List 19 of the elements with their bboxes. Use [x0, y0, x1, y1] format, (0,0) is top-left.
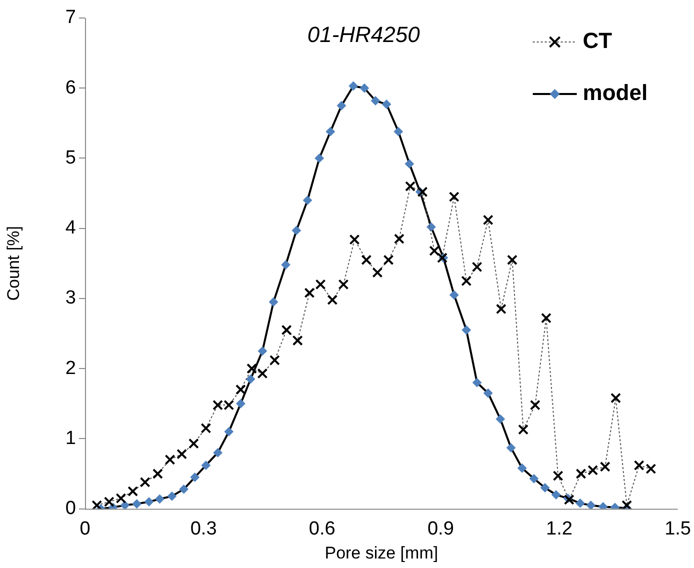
y-tick-label: 7	[65, 7, 76, 28]
chart-title: 01-HR4250	[307, 22, 421, 48]
y-tick-label: 0	[65, 498, 76, 520]
y-tick-label: 2	[65, 358, 76, 379]
x-tick-label: 0.6	[308, 518, 336, 540]
y-axis-title: Count [%]	[4, 226, 23, 301]
y-tick-label: 5	[65, 147, 76, 168]
x-tick-label: 0.3	[190, 518, 217, 540]
x-tick-label: 0.9	[427, 518, 454, 540]
x-tick-label: 0	[80, 518, 90, 540]
y-tick-label: 3	[65, 288, 76, 309]
x-tick-label: 1.5	[664, 518, 692, 540]
x-tick-label: 1.2	[546, 518, 572, 540]
legend-label: model	[582, 80, 648, 106]
y-tick-label: 6	[65, 77, 76, 98]
y-tick-label: 1	[65, 428, 76, 449]
y-tick-label: 4	[65, 218, 76, 239]
legend-label: CT	[582, 28, 613, 54]
x-axis-title: Pore size [mm]	[324, 543, 438, 562]
